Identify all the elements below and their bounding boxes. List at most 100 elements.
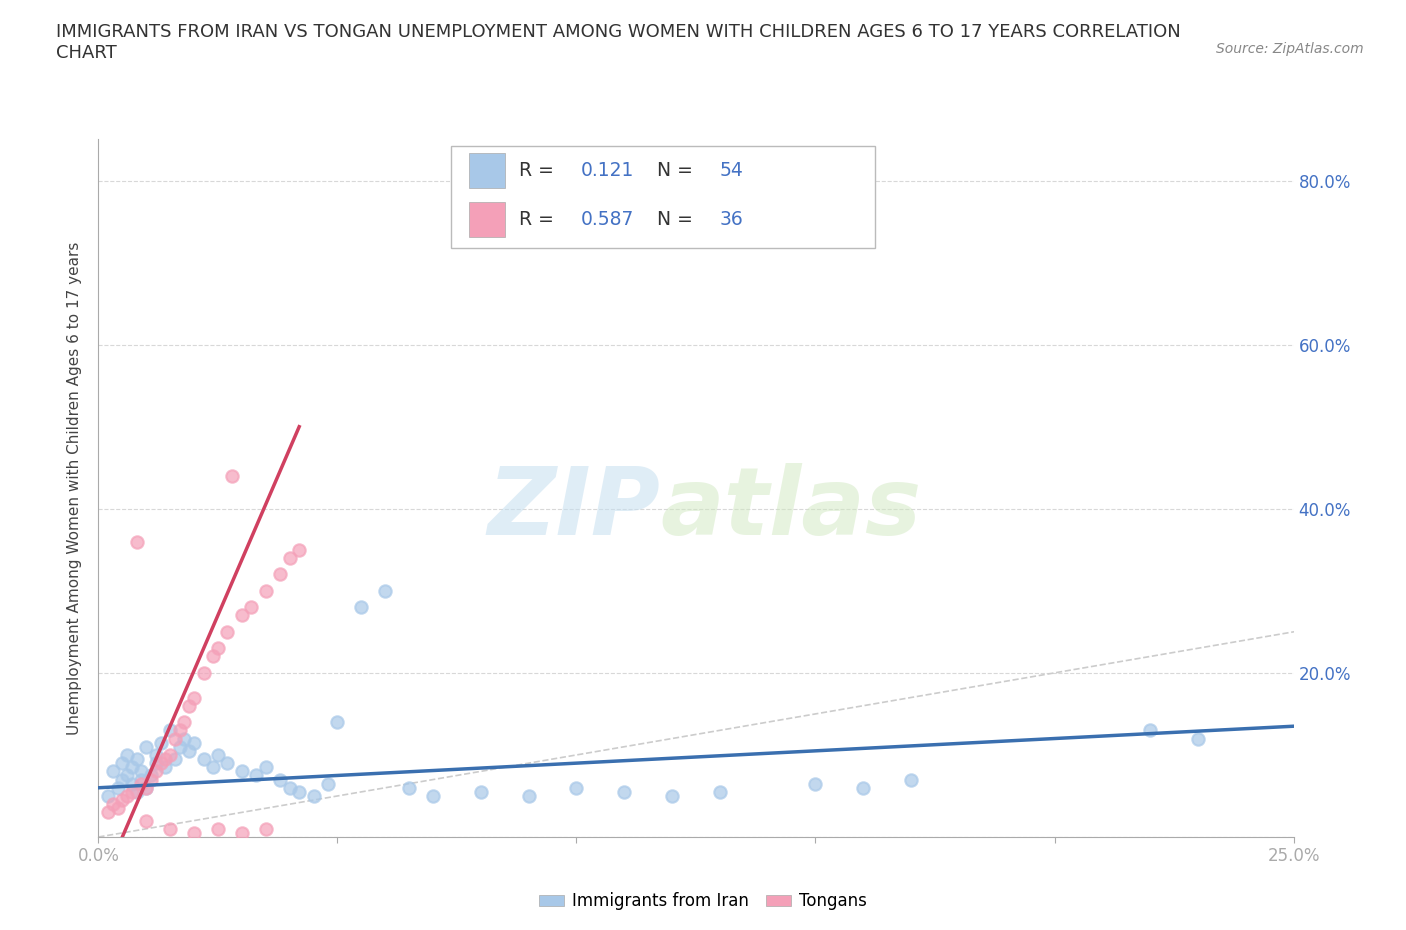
Text: N =: N = bbox=[657, 162, 699, 180]
Point bbox=[169, 739, 191, 754]
Point bbox=[111, 756, 134, 771]
Point bbox=[1187, 731, 1209, 746]
Text: ZIP: ZIP bbox=[488, 463, 661, 555]
Point bbox=[145, 756, 167, 771]
Point bbox=[245, 768, 267, 783]
Point bbox=[139, 772, 162, 787]
Point bbox=[302, 789, 325, 804]
Point bbox=[278, 551, 301, 565]
Point bbox=[852, 780, 875, 795]
Text: 0.587: 0.587 bbox=[581, 210, 634, 229]
Legend: Immigrants from Iran, Tongans: Immigrants from Iran, Tongans bbox=[533, 885, 873, 917]
Point bbox=[149, 756, 172, 771]
Point bbox=[202, 649, 225, 664]
Text: 36: 36 bbox=[720, 210, 744, 229]
Point bbox=[149, 736, 172, 751]
Point bbox=[125, 751, 148, 766]
Point bbox=[139, 768, 162, 783]
Point bbox=[115, 768, 138, 783]
Text: atlas: atlas bbox=[661, 463, 921, 555]
Point bbox=[121, 784, 143, 799]
Point bbox=[240, 600, 263, 615]
Point bbox=[163, 751, 186, 766]
Point bbox=[316, 777, 339, 791]
Point bbox=[288, 542, 311, 557]
Point bbox=[278, 780, 301, 795]
Point bbox=[179, 743, 201, 758]
Point bbox=[254, 821, 277, 836]
Text: N =: N = bbox=[657, 210, 699, 229]
Point bbox=[254, 583, 277, 598]
Point bbox=[470, 784, 492, 799]
Text: R =: R = bbox=[519, 162, 560, 180]
Point bbox=[422, 789, 444, 804]
Y-axis label: Unemployment Among Women with Children Ages 6 to 17 years: Unemployment Among Women with Children A… bbox=[67, 242, 83, 735]
Point bbox=[517, 789, 540, 804]
Point bbox=[1139, 723, 1161, 737]
Point bbox=[254, 760, 277, 775]
FancyBboxPatch shape bbox=[470, 203, 505, 237]
Point bbox=[217, 756, 239, 771]
Point bbox=[269, 567, 291, 582]
Text: 0.121: 0.121 bbox=[581, 162, 634, 180]
Point bbox=[173, 731, 195, 746]
Point bbox=[135, 739, 157, 754]
Point bbox=[163, 731, 186, 746]
Point bbox=[398, 780, 420, 795]
Point bbox=[269, 772, 291, 787]
Point bbox=[159, 748, 181, 763]
Point bbox=[207, 641, 229, 656]
Point bbox=[231, 764, 253, 778]
Point bbox=[101, 764, 124, 778]
Text: CHART: CHART bbox=[56, 44, 117, 61]
Point bbox=[97, 805, 120, 820]
Point bbox=[125, 534, 148, 549]
Point bbox=[288, 784, 311, 799]
FancyBboxPatch shape bbox=[451, 147, 875, 247]
Point bbox=[202, 760, 225, 775]
Point bbox=[217, 624, 239, 639]
Point bbox=[179, 698, 201, 713]
Point bbox=[111, 792, 134, 807]
Point bbox=[159, 821, 181, 836]
Point bbox=[115, 748, 138, 763]
Point bbox=[613, 784, 636, 799]
Point bbox=[131, 777, 153, 791]
Point bbox=[135, 813, 157, 828]
Text: Source: ZipAtlas.com: Source: ZipAtlas.com bbox=[1216, 42, 1364, 56]
Point bbox=[207, 821, 229, 836]
Point bbox=[661, 789, 683, 804]
Point bbox=[231, 826, 253, 841]
Point bbox=[173, 714, 195, 729]
Text: 54: 54 bbox=[720, 162, 744, 180]
Point bbox=[183, 690, 205, 705]
Point bbox=[131, 764, 153, 778]
Point bbox=[115, 789, 138, 804]
Point bbox=[135, 780, 157, 795]
Point bbox=[121, 760, 143, 775]
Point bbox=[193, 666, 215, 681]
Point bbox=[183, 826, 205, 841]
Point bbox=[159, 723, 181, 737]
Point bbox=[111, 772, 134, 787]
Point bbox=[135, 780, 157, 795]
FancyBboxPatch shape bbox=[470, 153, 505, 189]
Point bbox=[145, 748, 167, 763]
Point bbox=[121, 777, 143, 791]
Point bbox=[231, 608, 253, 623]
Point bbox=[107, 801, 129, 816]
Point bbox=[155, 751, 177, 766]
Point bbox=[374, 583, 396, 598]
Text: R =: R = bbox=[519, 210, 560, 229]
Point bbox=[169, 723, 191, 737]
Point bbox=[131, 772, 153, 787]
Point bbox=[709, 784, 731, 799]
Point bbox=[207, 748, 229, 763]
Point bbox=[183, 736, 205, 751]
Text: IMMIGRANTS FROM IRAN VS TONGAN UNEMPLOYMENT AMONG WOMEN WITH CHILDREN AGES 6 TO : IMMIGRANTS FROM IRAN VS TONGAN UNEMPLOYM… bbox=[56, 23, 1181, 41]
Point bbox=[125, 784, 148, 799]
Point bbox=[326, 714, 349, 729]
Point bbox=[97, 789, 120, 804]
Point bbox=[101, 797, 124, 812]
Point bbox=[565, 780, 588, 795]
